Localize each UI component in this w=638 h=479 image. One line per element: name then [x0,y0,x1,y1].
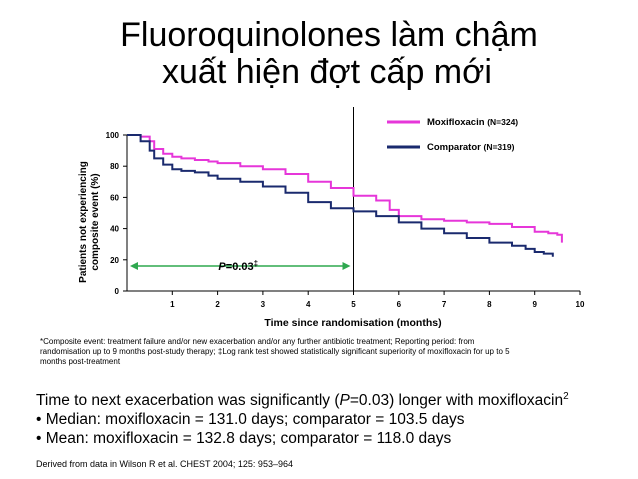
x-tick-label: 8 [487,300,492,309]
x-axis-label: Time since randomisation (months) [264,317,441,329]
y-tick-label: 60 [110,193,119,202]
summary-median: • Median: moxifloxacin = 131.0 days; com… [36,411,465,429]
y-axis-label-line1: Patients not experiencing [78,161,89,283]
summary-line1-sup: 2 [563,391,569,402]
x-tick-label: 9 [532,300,537,309]
footnote: *Composite event: treatment failure and/… [40,337,580,367]
summary-line1: Time to next exacerbation was significan… [36,387,636,410]
x-tick-label: 6 [397,300,402,309]
summary: Time to next exacerbation was significan… [36,387,636,448]
slide-title-line2: xuất hiện đợt cấp mới [162,53,492,91]
survival-chart: 0 20 40 60 80 100 1 2 3 4 5 6 7 8 9 10 P=0.03‡ Patients… [78,107,585,329]
footnote-line1: *Composite event: treatment failure and/… [40,337,475,346]
footnote-line3: months post-treatment [40,357,121,366]
y-axis-label-line2: composite event (%) [90,173,101,270]
series-line-comparator [127,134,554,257]
legend-label-comparator: Comparator (N=319) [427,142,515,153]
y-tick-label: 80 [110,162,119,171]
x-tick-label: 1 [170,300,175,309]
summary-line1-b: =0.03) longer with moxifloxacin [349,392,564,410]
x-tick-label: 5 [351,300,356,309]
p-value-label: P=0.03‡ [218,259,258,273]
x-tick-label: 3 [261,300,266,309]
x-tick-label: 10 [576,300,585,309]
arrow-head-right [342,262,351,271]
summary-mean: • Mean: moxifloxacin = 132.8 days; compa… [36,430,452,448]
y-tick-label: 0 [115,287,120,296]
y-tick-label: 100 [106,131,120,140]
y-tick-label: 20 [110,256,119,265]
x-tick-label: 2 [215,300,220,309]
y-tick-label: 40 [110,225,119,234]
x-tick-label: 4 [306,300,311,309]
summary-line1-p: P [339,392,350,410]
summary-line1-a: Time to next exacerbation was significan… [36,392,340,410]
legend-label-moxifloxacin: Moxifloxacin (N=324) [427,117,518,128]
x-tick-label: 7 [442,300,447,309]
source-citation: Derived from data in Wilson R et al. CHE… [36,459,293,469]
series-line-moxifloxacin [127,134,563,243]
arrow-head-left [130,262,138,271]
footnote-line2: randomisation up to 9 months post-study … [40,347,510,356]
slide-title-line1: Fluoroquinolones làm chậm [120,16,538,54]
